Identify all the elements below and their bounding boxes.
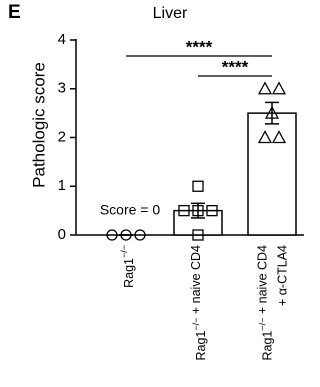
chart-title: Liver — [153, 5, 188, 22]
data-point — [178, 204, 190, 217]
panel-label: E — [8, 2, 21, 23]
data-point — [134, 229, 146, 241]
data-point — [257, 81, 273, 95]
data-point — [206, 204, 218, 217]
x-tick-label: Rag1−/− + naive CD4 + α-CTLA4 — [256, 245, 290, 361]
data-point — [192, 204, 204, 217]
data-point — [106, 229, 118, 241]
y-axis-label: Pathologic score — [29, 62, 48, 188]
y-tick-label: 0 — [58, 226, 66, 243]
y-tick-label: 2 — [58, 128, 66, 145]
data-point — [271, 130, 287, 144]
data-point — [192, 229, 204, 241]
data-point — [257, 130, 273, 144]
x-tick-label: Rag1−/− — [119, 245, 136, 288]
y-tick-label: 1 — [58, 177, 66, 194]
data-point — [264, 105, 280, 119]
y-tick-label: 4 — [58, 31, 66, 48]
data-point — [120, 229, 132, 241]
data-point — [271, 81, 287, 95]
annotation: Score = 0 — [100, 202, 161, 218]
data-point — [192, 180, 204, 192]
x-tick-label: Rag1−/− + naive CD4 — [189, 245, 208, 361]
bar — [247, 112, 297, 236]
significance-label: **** — [186, 37, 213, 56]
y-tick-label: 3 — [58, 80, 66, 97]
significance-label: **** — [222, 57, 249, 76]
